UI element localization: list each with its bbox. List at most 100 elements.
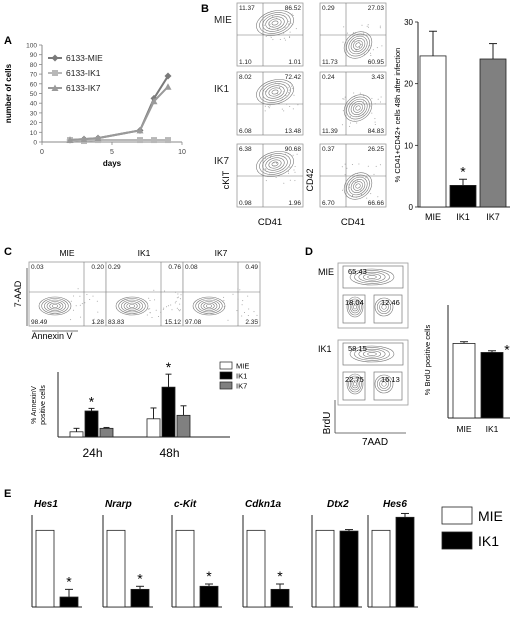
event-dot <box>239 289 241 291</box>
event-dot <box>356 196 358 198</box>
panel-label-d: D <box>305 246 313 258</box>
event-dot <box>70 319 72 321</box>
quadrant-value: 11.37 <box>239 5 255 12</box>
event-dot <box>287 87 289 89</box>
event-dot <box>346 167 348 169</box>
event-dot <box>75 305 77 307</box>
contour <box>381 381 387 387</box>
quadrant-value: 0.98 <box>239 200 252 207</box>
contour <box>265 16 285 30</box>
event-dot <box>253 311 255 313</box>
facs-y-axis-label: BrdU <box>322 412 333 435</box>
panel-label-e: E <box>4 488 11 500</box>
panel-c-apoptosis: MIE 0.03 0.20 98.49 1.28 IK1 0.29 0.76 83.83 15.1… <box>13 248 261 460</box>
quadrant-value: 15.12 <box>165 319 182 326</box>
event-dot <box>265 180 267 182</box>
contour <box>379 379 389 389</box>
bar <box>59 596 79 608</box>
x-tick-label: 24h <box>82 446 102 460</box>
legend-swatch <box>219 371 233 380</box>
x-axis-label: days <box>103 159 122 168</box>
contour <box>265 85 285 99</box>
legend-marker <box>52 70 58 76</box>
event-dot <box>89 299 91 300</box>
contour <box>355 105 361 111</box>
legend-swatch <box>219 361 233 370</box>
legend-label: MIE <box>236 362 249 371</box>
quadrant-value: 6.70 <box>322 200 335 207</box>
contour <box>41 298 69 314</box>
event-dot <box>149 312 151 314</box>
contour <box>350 179 366 193</box>
bar <box>69 431 84 438</box>
event-dot <box>359 46 360 48</box>
significance-marker: * <box>206 568 212 584</box>
event-dot <box>349 125 351 127</box>
event-dot <box>379 25 381 27</box>
event-dot <box>294 171 296 173</box>
gene-title: Hes6 <box>383 499 407 510</box>
y-tick-label: 10 <box>30 130 38 137</box>
quadrant-value: 0.03 <box>31 264 44 271</box>
contour <box>118 298 146 314</box>
event-dot <box>342 189 344 191</box>
event-dot <box>365 177 367 179</box>
bar <box>161 386 176 438</box>
event-dot <box>288 89 290 91</box>
event-dot <box>178 319 180 321</box>
event-dot <box>371 97 373 99</box>
quadrant-value: 8.02 <box>239 74 252 81</box>
event-dot <box>375 165 377 167</box>
data-point <box>151 137 157 144</box>
bar <box>130 588 150 608</box>
event-dot <box>350 122 351 124</box>
bar <box>395 516 415 608</box>
panel-label-a: A <box>4 35 12 47</box>
significance-marker: * <box>137 570 143 586</box>
event-dot <box>359 92 361 94</box>
significance-marker: * <box>460 163 466 179</box>
contour <box>121 299 143 313</box>
event-dot <box>351 195 353 197</box>
event-dot <box>367 26 369 28</box>
event-dot <box>263 24 265 26</box>
contour <box>343 31 373 59</box>
quadrant-value: 72.42 <box>285 74 302 81</box>
y-tick-label: 30 <box>404 18 413 27</box>
panel-d-brdu: MIE 65.43 18.04 12.46 IK1 58.15 22.75 16.13 BrdU… <box>318 262 510 448</box>
event-dot <box>279 87 281 88</box>
event-dot <box>73 295 75 297</box>
event-dot <box>227 319 229 321</box>
event-dot <box>277 93 278 95</box>
event-dot <box>279 172 281 174</box>
bar <box>315 529 335 608</box>
contour <box>349 300 361 314</box>
event-dot <box>344 163 346 165</box>
event-dot <box>146 314 148 316</box>
contour <box>343 172 373 200</box>
event-dot <box>370 52 372 54</box>
event-dot <box>247 315 249 316</box>
event-dot <box>349 187 350 189</box>
event-dot <box>374 103 376 105</box>
event-dot <box>294 180 296 182</box>
event-dot <box>291 85 292 87</box>
quadrant-value: 66.66 <box>368 200 385 207</box>
contour <box>348 98 368 118</box>
quadrant-value: 1.10 <box>239 59 252 66</box>
event-dot <box>380 96 382 98</box>
bar <box>106 529 126 608</box>
event-dot <box>269 23 271 25</box>
facs-plot-frame <box>319 143 387 208</box>
event-dot <box>177 296 179 298</box>
event-dot <box>344 96 346 98</box>
contour <box>354 270 390 284</box>
contour <box>256 79 294 105</box>
y-tick-label: 30 <box>30 110 38 117</box>
event-dot <box>164 290 166 292</box>
event-dot <box>178 309 180 311</box>
event-dot <box>367 165 369 167</box>
event-dot <box>273 162 275 164</box>
event-dot <box>353 92 355 94</box>
event-dot <box>264 91 266 93</box>
